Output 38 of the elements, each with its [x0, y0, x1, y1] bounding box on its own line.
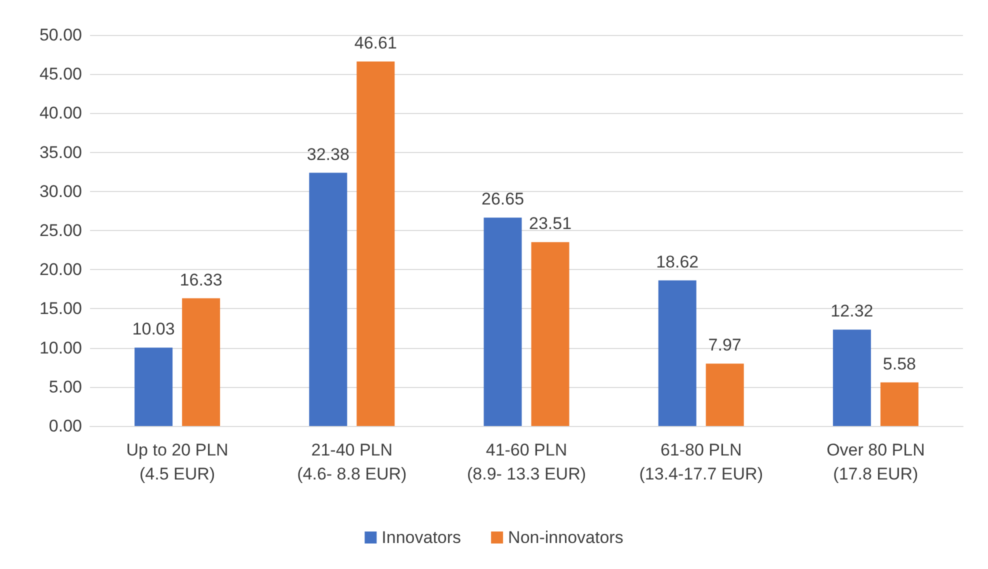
data-label: 46.61 — [354, 34, 397, 53]
data-label: 26.65 — [481, 190, 524, 209]
bar — [356, 62, 395, 426]
bar — [706, 364, 744, 426]
x-tick-label: 61-80 PLN (13.4-17.7 EUR) — [639, 440, 763, 484]
x-tick-label: Over 80 PLN (17.8 EUR) — [826, 440, 925, 484]
bar — [182, 298, 220, 426]
data-label: 16.33 — [180, 270, 222, 290]
y-tick-label: 30.00 — [39, 182, 82, 201]
x-tick-label: Up to 20 PLN (4.5 EUR) — [126, 440, 228, 484]
x-tick-label: 41-60 PLN (8.9- 13.3 EUR) — [466, 440, 586, 484]
data-label: 18.62 — [656, 252, 699, 272]
y-tick-label: 15.00 — [39, 299, 82, 318]
y-tick-label: 35.00 — [39, 142, 82, 162]
bar — [531, 242, 570, 426]
y-tick-label: 45.00 — [39, 64, 82, 84]
legend-label: Innovators — [382, 528, 462, 547]
legend-label: Non-innovators — [508, 528, 624, 547]
data-label: 12.32 — [830, 302, 874, 321]
data-label: 23.51 — [528, 214, 572, 234]
bar — [880, 382, 918, 426]
y-tick-label: 25.00 — [39, 221, 82, 240]
y-tick-label: 10.00 — [39, 338, 82, 358]
bar — [658, 280, 696, 426]
bar — [484, 218, 522, 426]
y-tick-label: 5.00 — [48, 377, 82, 396]
bar — [309, 172, 348, 426]
data-label: 10.03 — [132, 320, 175, 339]
data-label: 7.97 — [708, 336, 742, 355]
x-tick-label: 21-40 PLN (4.6- 8.8 EUR) — [297, 440, 407, 484]
bar — [134, 348, 173, 426]
data-label: 32.38 — [306, 144, 350, 164]
y-tick-label: 40.00 — [39, 104, 82, 123]
y-tick-label: 0.00 — [48, 416, 82, 436]
y-tick-label: 50.00 — [39, 26, 82, 44]
bar — [832, 330, 871, 426]
data-label: 5.58 — [882, 354, 916, 374]
y-tick-label: 20.00 — [39, 260, 82, 280]
